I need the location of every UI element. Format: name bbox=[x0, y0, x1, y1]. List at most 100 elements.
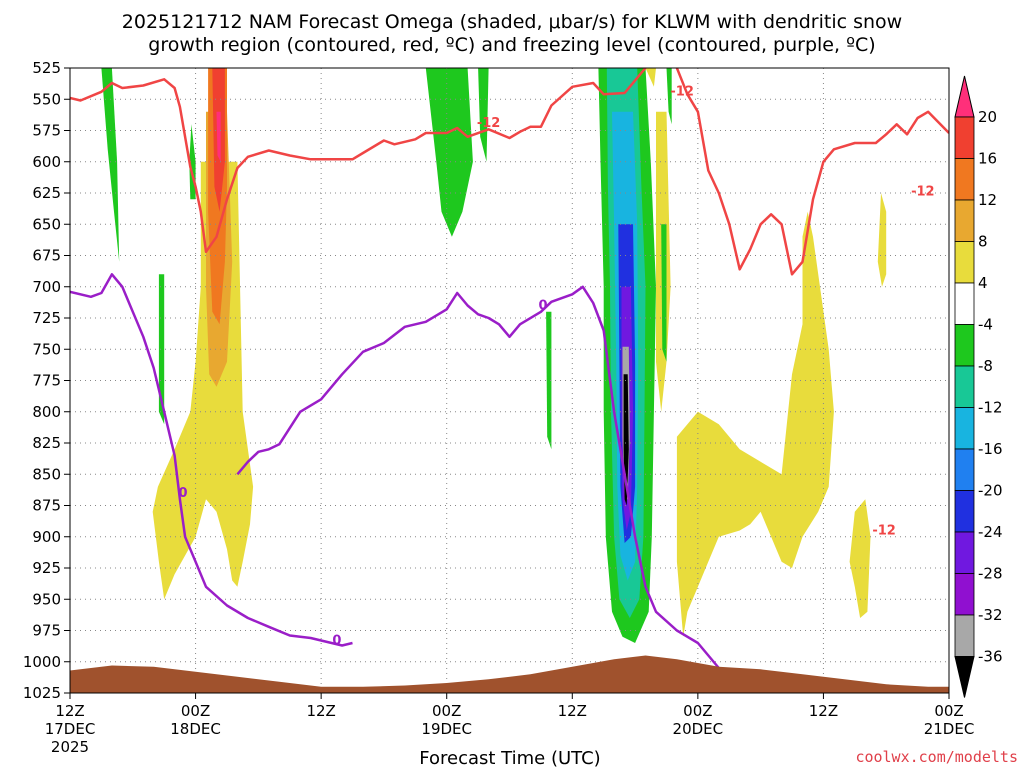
freezing-contour-label-1: 0 bbox=[332, 633, 341, 648]
omega-region-12 bbox=[645, 68, 656, 87]
colorbar-label-0: 20 bbox=[978, 108, 997, 126]
y-tick-label-19: 1000 bbox=[23, 653, 61, 671]
colorbar-label-6: -8 bbox=[978, 357, 993, 375]
colorbar-label-9: -20 bbox=[978, 482, 1003, 500]
contours: -12 -12 -12 -12 0 0 0 bbox=[70, 68, 949, 669]
x-tick-time-6: 12Z bbox=[809, 702, 838, 720]
contour-line-0 bbox=[70, 68, 647, 254]
colorbar-swatch-6 bbox=[954, 365, 975, 408]
y-tick-label-0: 525 bbox=[32, 59, 61, 77]
colorbar-swatch-8 bbox=[954, 448, 975, 491]
colorbar-label-13: -36 bbox=[978, 648, 1003, 666]
omega-region-10 bbox=[849, 499, 871, 618]
omega-region-24 bbox=[661, 224, 667, 362]
y-tick-label-9: 750 bbox=[32, 340, 61, 358]
omega-region-5 bbox=[546, 311, 552, 450]
y-tick-label-1: 550 bbox=[32, 90, 61, 108]
y-tick-label-3: 600 bbox=[32, 153, 61, 171]
colorbar-swatch-7 bbox=[954, 407, 975, 450]
colorbar-swatch-0 bbox=[954, 116, 975, 159]
x-axis-label: Forecast Time (UTC) bbox=[419, 748, 600, 768]
freezing-contour-label-0: 0 bbox=[178, 486, 187, 501]
dgz-contour-label-1: -12 bbox=[670, 85, 694, 100]
y-tick-label-5: 650 bbox=[32, 215, 61, 233]
colorbar-top-arrow bbox=[954, 75, 975, 118]
y-axis: 525 550 575 600 625 650 675 700 725 750 775 800 825 8… bbox=[23, 59, 70, 702]
colorbar: 20 16 12 8 4 -4 -8 -12 -16 -20 -24 -28 -32 -36 bbox=[954, 75, 1003, 698]
colorbar-swatch-1 bbox=[954, 158, 975, 201]
chart-title-line-1: 2025121712 NAM Forecast Omega (shaded, μ… bbox=[122, 11, 902, 33]
y-tick-label-15: 900 bbox=[32, 528, 61, 546]
colorbar-label-5: -4 bbox=[978, 316, 993, 334]
colorbar-label-4: 4 bbox=[978, 274, 988, 292]
x-tick-time-3: 00Z bbox=[432, 702, 461, 720]
colorbar-swatch-11 bbox=[954, 573, 975, 616]
omega-region-4 bbox=[478, 68, 489, 162]
x-tick-time-1: 00Z bbox=[181, 702, 210, 720]
chart-title-line-2: growth region (contoured, red, ºC) and f… bbox=[148, 34, 875, 56]
colorbar-swatch-2 bbox=[954, 199, 975, 242]
terrain-surface bbox=[70, 655, 949, 693]
colorbar-label-1: 16 bbox=[978, 150, 997, 168]
omega-shading bbox=[101, 68, 887, 643]
dgz-contour-label-3: -12 bbox=[872, 523, 896, 538]
dgz-contour-label-2: -12 bbox=[911, 185, 935, 200]
x-tick-time-4: 12Z bbox=[558, 702, 587, 720]
y-tick-label-7: 700 bbox=[32, 278, 61, 296]
colorbar-label-3: 8 bbox=[978, 233, 988, 251]
y-tick-label-10: 775 bbox=[32, 372, 61, 390]
y-tick-label-6: 675 bbox=[32, 247, 61, 265]
y-tick-label-4: 625 bbox=[32, 184, 61, 202]
x-tick-date-3: 19DEC bbox=[421, 720, 472, 738]
colorbar-label-10: -24 bbox=[978, 523, 1003, 541]
freezing-contour-label-2: 0 bbox=[538, 298, 547, 313]
contour-line-2 bbox=[70, 273, 353, 647]
colorbar-bottom-arrow bbox=[954, 656, 975, 698]
y-tick-label-14: 875 bbox=[32, 497, 61, 515]
x-tick-year-0: 2025 bbox=[51, 738, 89, 756]
x-tick-time-7: 00Z bbox=[934, 702, 963, 720]
omega-region-8 bbox=[676, 211, 834, 637]
y-tick-label-18: 975 bbox=[32, 622, 61, 640]
colorbar-label-12: -32 bbox=[978, 606, 1003, 624]
colorbar-swatch-10 bbox=[954, 531, 975, 574]
contour-line-3 bbox=[236, 285, 720, 669]
contour-line-1 bbox=[675, 68, 949, 276]
colorbar-swatch-3 bbox=[954, 241, 975, 284]
source-credit: coolwx.com/modelts bbox=[855, 748, 1018, 766]
y-tick-label-16: 925 bbox=[32, 559, 61, 577]
y-tick-label-20: 1025 bbox=[23, 684, 61, 702]
omega-region-16 bbox=[216, 111, 221, 162]
x-tick-date-7: 21DEC bbox=[924, 720, 975, 738]
omega-region-11 bbox=[877, 193, 887, 287]
colorbar-label-7: -12 bbox=[978, 399, 1003, 417]
x-tick-date-1: 18DEC bbox=[170, 720, 221, 738]
grid bbox=[70, 68, 949, 693]
y-tick-label-17: 950 bbox=[32, 590, 61, 608]
y-tick-label-8: 725 bbox=[32, 309, 61, 327]
colorbar-swatch-5 bbox=[954, 324, 975, 367]
y-tick-label-12: 825 bbox=[32, 434, 61, 452]
chart-title: 2025121712 NAM Forecast Omega (shaded, μ… bbox=[122, 11, 902, 56]
x-tick-time-2: 12Z bbox=[306, 702, 335, 720]
x-tick-date-0: 17DEC bbox=[45, 720, 96, 738]
omega-region-6 bbox=[666, 68, 672, 125]
colorbar-label-11: -28 bbox=[978, 565, 1003, 583]
y-tick-label-2: 575 bbox=[32, 122, 61, 140]
dgz-contour-label-0: -12 bbox=[477, 116, 501, 131]
y-tick-label-11: 800 bbox=[32, 403, 61, 421]
colorbar-swatch-4 bbox=[954, 282, 975, 325]
y-tick-label-13: 850 bbox=[32, 465, 61, 483]
x-tick-time-5: 00Z bbox=[683, 702, 712, 720]
omega-region-0 bbox=[101, 68, 120, 262]
colorbar-swatch-12 bbox=[954, 614, 975, 657]
colorbar-label-8: -16 bbox=[978, 440, 1003, 458]
x-tick-time-0: 12Z bbox=[55, 702, 84, 720]
omega-region-1 bbox=[158, 274, 165, 425]
omega-region-3 bbox=[425, 68, 473, 237]
colorbar-swatch-9 bbox=[954, 490, 975, 533]
x-tick-date-5: 20DEC bbox=[673, 720, 724, 738]
colorbar-label-2: 12 bbox=[978, 191, 997, 209]
